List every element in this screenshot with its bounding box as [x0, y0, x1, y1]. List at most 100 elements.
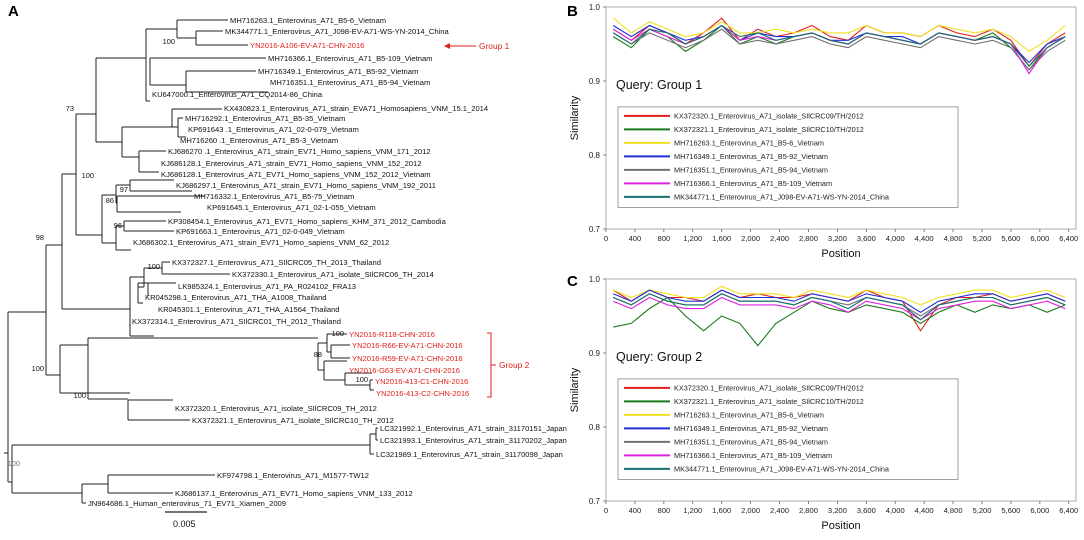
taxon-label-highlight: YN2016-R118-CHN-2016 [349, 330, 435, 339]
taxon-label: MK344771.1_Enterovirus_A71_J098-EV-A71-W… [225, 27, 449, 36]
taxon-label: MH716263.1_Enterovirus_A71_B5-6_Vietnam [230, 16, 386, 25]
tree-clade-33 [127, 399, 190, 421]
x-tick-label: 1,200 [683, 506, 702, 515]
x-tick-label: 4,400 [915, 234, 934, 243]
group-1-label: Group 1 [479, 41, 510, 51]
y-tick-label: 0.7 [589, 497, 601, 506]
y-tick-label: 0.8 [589, 423, 601, 432]
taxon-label: MH716292.1_Enterovirus_A71_B5-35_Vietnam [185, 114, 345, 123]
panel-b: B 0.7 0.8 0.9 1.0 0 400 800 1,200 1,600 2,000 2,40… [567, 3, 1078, 260]
x-tick-label: 2,400 [770, 234, 789, 243]
tree-clade-2 [61, 173, 130, 310]
tree-clade-10 [121, 126, 172, 158]
panel-c-letter: C [567, 273, 578, 290]
taxon-label: LK985324.1_Enterovirus_A71_PA_R024102_FR… [178, 282, 356, 291]
taxon-label: KJ686270 .1_Enterovirus_A71_strain_EV71_… [168, 147, 431, 156]
x-tick-label: 400 [629, 506, 642, 515]
bootstrap-value: 100 [74, 391, 86, 400]
taxon-label: KJ686137.1_Enterovirus_A71_EV71_Homo_sap… [175, 489, 413, 498]
series-line [613, 296, 1066, 347]
tree-clade-19 [123, 220, 174, 232]
tree-clade-18 [115, 225, 131, 251]
taxon-label: LC321993.1_Enterovirus_A71_strain_311702… [380, 436, 567, 445]
legend-label: MK344771.1_Enterovirus_A71_J098-EV-A71-W… [674, 192, 890, 201]
x-tick-label: 6,400 [1059, 506, 1078, 515]
bootstrap-value: 86 [106, 196, 114, 205]
legend-label: MH716349.1_Enterovirus_A71_B5-92_Vietnam [674, 424, 828, 433]
legend-box [617, 378, 959, 480]
y-tick-label: 0.9 [589, 349, 601, 358]
taxon-label-highlight: YN2016-413-C2-CHN-2016 [376, 389, 469, 398]
x-axis-title: Position [821, 520, 860, 532]
tree-clade-36 [375, 427, 378, 441]
bootstrap-value: 100 [82, 171, 94, 180]
tree-clade-37 [81, 483, 108, 504]
taxon-label: KX372320.1_Enterovirus_A71_isolate_SIlCR… [175, 404, 377, 413]
x-tick-label: 4,000 [886, 234, 905, 243]
taxon-label: LC321992.1_Enterovirus_A71_strain_311701… [380, 424, 567, 433]
group-1-arrowhead [444, 43, 450, 49]
tree-clade-26 [87, 337, 318, 400]
tree-taxa: MH716263.1_Enterovirus_A71_B5-6_Vietnam … [88, 16, 567, 508]
query-annotation: Query: Group 2 [616, 350, 702, 364]
legend-label: KX372321.1_Enterovirus_A71_isolate_SIlCR… [674, 397, 864, 406]
bootstrap-value: 100 [332, 329, 344, 338]
taxon-label: KU647000.1_Enterovirus_A71_CQ2014-86_Chi… [152, 90, 323, 99]
query-annotation: Query: Group 1 [616, 78, 702, 92]
x-tick-label: 1,200 [683, 234, 702, 243]
taxon-label-highlight: YN2016-R59-EV-A71-CHN-2016 [352, 354, 463, 363]
x-tick-label: 6,000 [1030, 506, 1049, 515]
similarity-chart-b: 0.7 0.8 0.9 1.0 0 400 800 1,200 1,600 2,000 2,400 2… [569, 3, 1078, 260]
legend-label: MH716366.1_Enterovirus_A71_B5-109_Vietna… [674, 451, 832, 460]
legend-label: KX372320.1_Enterovirus_A71_isolate_SIlCR… [674, 111, 864, 120]
y-tick-label: 0.7 [589, 225, 601, 234]
tree-clade-16 [129, 179, 192, 192]
taxon-label: JN964686.1_Human_enterovirus_71_EV71_Xia… [88, 499, 286, 508]
x-tick-label: 0 [604, 234, 608, 243]
taxon-label: MH716349.1_Enterovirus_A71_B5-92_Vietnam [258, 67, 418, 76]
tree-clade-6 [176, 19, 228, 39]
x-tick-label: 400 [629, 234, 642, 243]
tree-clade-8 [149, 57, 266, 86]
panel-a: A [4, 3, 567, 529]
tree-clade-1 [45, 244, 62, 376]
x-tick-label: 4,800 [944, 506, 963, 515]
legend-label: KX372320.1_Enterovirus_A71_isolate_SIlCR… [674, 383, 864, 392]
series-line [612, 296, 1066, 321]
taxon-label: KP691643 .1_Enterovirus_A71_02-0-079_Vie… [188, 125, 359, 134]
y-tick-label: 0.9 [589, 77, 601, 86]
legend-label: KX372321.1_Enterovirus_A71_isolate_SIlCR… [674, 125, 864, 134]
bootstrap-value: 96 [114, 221, 122, 230]
tree-clade-31 [344, 372, 372, 386]
x-tick-label: 3,200 [828, 234, 847, 243]
series-line [612, 285, 1066, 306]
x-tick-label: 4,000 [886, 506, 905, 515]
taxon-label-highlight: YN2016-R66-EV-A71-CHN-2016 [352, 341, 463, 350]
x-tick-label: 6,000 [1030, 234, 1049, 243]
legend-label: MK344771.1_Enterovirus_A71_J098-EV-A71-W… [674, 464, 890, 473]
x-tick-label: 2,800 [799, 234, 818, 243]
bootstrap-value: 98 [36, 233, 44, 242]
plot-frame [605, 6, 1077, 230]
x-tick-label: 800 [658, 506, 671, 515]
x-tick-label: 5,600 [1001, 234, 1020, 243]
legend-box [617, 106, 959, 208]
taxon-label: KX372314.1_Enterovirus_A71_SIlCRC01_TH_2… [132, 317, 341, 326]
x-tick-label: 3,200 [828, 506, 847, 515]
tree-clade-24 [147, 282, 176, 296]
tree-clade-29 [330, 344, 350, 359]
y-axis-title: Similarity [569, 367, 581, 412]
legend-label: MH716263.1_Enterovirus_A71_B5-6_Vietnam [674, 410, 824, 419]
y-tick-label: 0.8 [589, 151, 601, 160]
tree-clade-25 [59, 344, 130, 394]
tree-clade-20 [129, 276, 154, 337]
tree-clade-22 [161, 261, 230, 275]
tree-clade-4 [95, 57, 146, 143]
tree-clade-12 [177, 117, 186, 138]
x-tick-label: 3,600 [857, 506, 876, 515]
x-tick-label: 1,600 [712, 234, 731, 243]
taxon-label: KX430823.1_Enterovirus_A71_strain_EVA71_… [224, 104, 488, 113]
bootstrap-value: 73 [66, 104, 74, 113]
taxon-label: KP691645.1_Enterovirus_A71_02-1-055_Viet… [207, 203, 376, 212]
x-tick-label: 0 [604, 506, 608, 515]
